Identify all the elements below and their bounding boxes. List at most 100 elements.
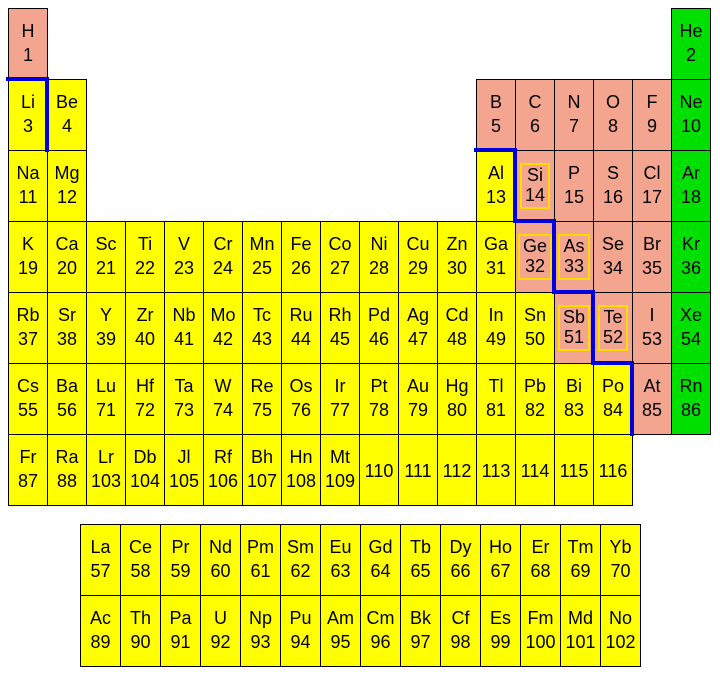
element-symbol: Nb: [172, 306, 195, 326]
element-cell-F: F9: [632, 79, 672, 151]
element-number: 66: [450, 562, 470, 582]
element-number: 22: [135, 259, 155, 279]
element-symbol: Hn: [289, 448, 312, 468]
element-symbol: Ra: [55, 448, 78, 468]
element-number: 16: [603, 188, 623, 208]
element-cell-Ti: Ti22: [125, 221, 165, 293]
element-symbol: Na: [16, 164, 39, 184]
element-number: 1: [23, 46, 33, 66]
element-number: 3: [23, 117, 33, 137]
element-symbol: Ni: [371, 235, 388, 255]
element-number: 74: [213, 401, 233, 421]
element-number: 82: [525, 401, 545, 421]
element-cell-Th: Th90: [120, 595, 161, 667]
element-number: 115: [560, 462, 589, 482]
element-symbol: Fm: [528, 609, 554, 629]
element-cell-Ru: Ru44: [281, 292, 321, 364]
element-number: 113: [482, 462, 511, 482]
element-cell-Zn: Zn 30: [437, 221, 477, 293]
element-number: 91: [170, 633, 190, 653]
element-symbol: Yb: [609, 538, 631, 558]
element-number: 108: [286, 472, 316, 492]
element-cell-N: N7: [554, 79, 594, 151]
metalloid-highlight: Te52: [598, 305, 628, 351]
element-symbol: Ag: [407, 306, 429, 326]
element-number: 59: [170, 562, 190, 582]
element-symbol: Po: [602, 377, 624, 397]
element-number: 95: [330, 633, 350, 653]
element-number: 12: [57, 188, 77, 208]
element-symbol: Th: [130, 609, 151, 629]
metalloid-staircase-segment: [552, 290, 595, 294]
element-symbol: Tc: [253, 306, 271, 326]
element-symbol: Fe: [290, 235, 311, 255]
element-number: 4: [62, 117, 72, 137]
element-number: 58: [130, 562, 150, 582]
element-symbol: Lu: [96, 377, 116, 397]
element-symbol: Nd: [209, 538, 232, 558]
element-cell-Pa: Pa91: [160, 595, 201, 667]
element-symbol: W: [215, 377, 232, 397]
element-symbol: Ga: [484, 235, 508, 255]
element-cell-Cm: Cm96: [360, 595, 401, 667]
element-cell-Hf: Hf72: [125, 363, 165, 435]
element-symbol: Jl: [178, 448, 191, 468]
element-number: 21: [96, 259, 116, 279]
element-cell-S: S16: [593, 150, 633, 222]
element-number: 28: [369, 259, 389, 279]
element-cell-He: He2: [671, 8, 711, 80]
element-symbol: Am: [327, 609, 354, 629]
lanthanide-actinide-block: La57Ce58Pr59Nd60Pm61Sm62Eu63Gd64Tb65Dy66…: [80, 524, 640, 668]
element-number: 94: [290, 633, 310, 653]
element-number: 65: [410, 562, 430, 582]
element-cell-P: P 15: [554, 150, 594, 222]
metalloid-staircase-segment: [6, 77, 49, 81]
element-symbol: Es: [490, 609, 511, 629]
element-symbol: Rh: [328, 306, 351, 326]
element-cell-116: 116: [593, 434, 633, 506]
element-cell-Sb: Sb51: [554, 292, 594, 364]
element-symbol: Pd: [368, 306, 390, 326]
element-symbol: P: [568, 164, 580, 184]
element-cell-Ca: Ca 20: [47, 221, 87, 293]
element-number: 42: [213, 330, 233, 350]
element-symbol: At: [643, 377, 660, 397]
element-number: 15: [564, 188, 584, 208]
element-number: 86: [681, 401, 701, 421]
element-cell-115: 115: [554, 434, 594, 506]
element-cell-Gd: Gd64: [360, 524, 401, 596]
element-cell-Rf: Rf106: [203, 434, 243, 506]
element-cell-Db: Db104: [125, 434, 165, 506]
element-number: 76: [291, 401, 311, 421]
element-symbol: Y: [100, 306, 112, 326]
element-cell-Bk: Bk97: [400, 595, 441, 667]
element-number: 25: [252, 259, 272, 279]
element-number: 116: [599, 462, 628, 482]
element-cell-Bi: Bi83: [554, 363, 594, 435]
element-symbol: K: [22, 235, 34, 255]
element-symbol: No: [609, 609, 632, 629]
element-symbol: Rf: [214, 448, 232, 468]
element-symbol: N: [568, 93, 581, 113]
element-symbol: Db: [133, 448, 156, 468]
element-number: 20: [57, 259, 77, 279]
element-symbol: Au: [407, 377, 429, 397]
element-cell-Ba: Ba56: [47, 363, 87, 435]
metalloid-staircase-segment: [591, 290, 595, 365]
element-cell-Sr: Sr38: [47, 292, 87, 364]
element-cell-Nb: Nb41: [164, 292, 204, 364]
element-number: 30: [447, 259, 467, 279]
element-cell-Ne: Ne10: [671, 79, 711, 151]
element-symbol: Cr: [214, 235, 233, 255]
element-symbol: Mg: [54, 164, 79, 184]
element-symbol: Ca: [55, 235, 78, 255]
element-number: 36: [681, 259, 701, 279]
element-number: 97: [410, 633, 430, 653]
element-cell-O: O8: [593, 79, 633, 151]
element-symbol: Zn: [446, 235, 467, 255]
element-symbol: F: [647, 93, 658, 113]
element-number: 47: [408, 330, 428, 350]
element-cell-C: C6: [515, 79, 555, 151]
element-symbol: C: [529, 93, 542, 113]
element-number: 109: [325, 472, 355, 492]
